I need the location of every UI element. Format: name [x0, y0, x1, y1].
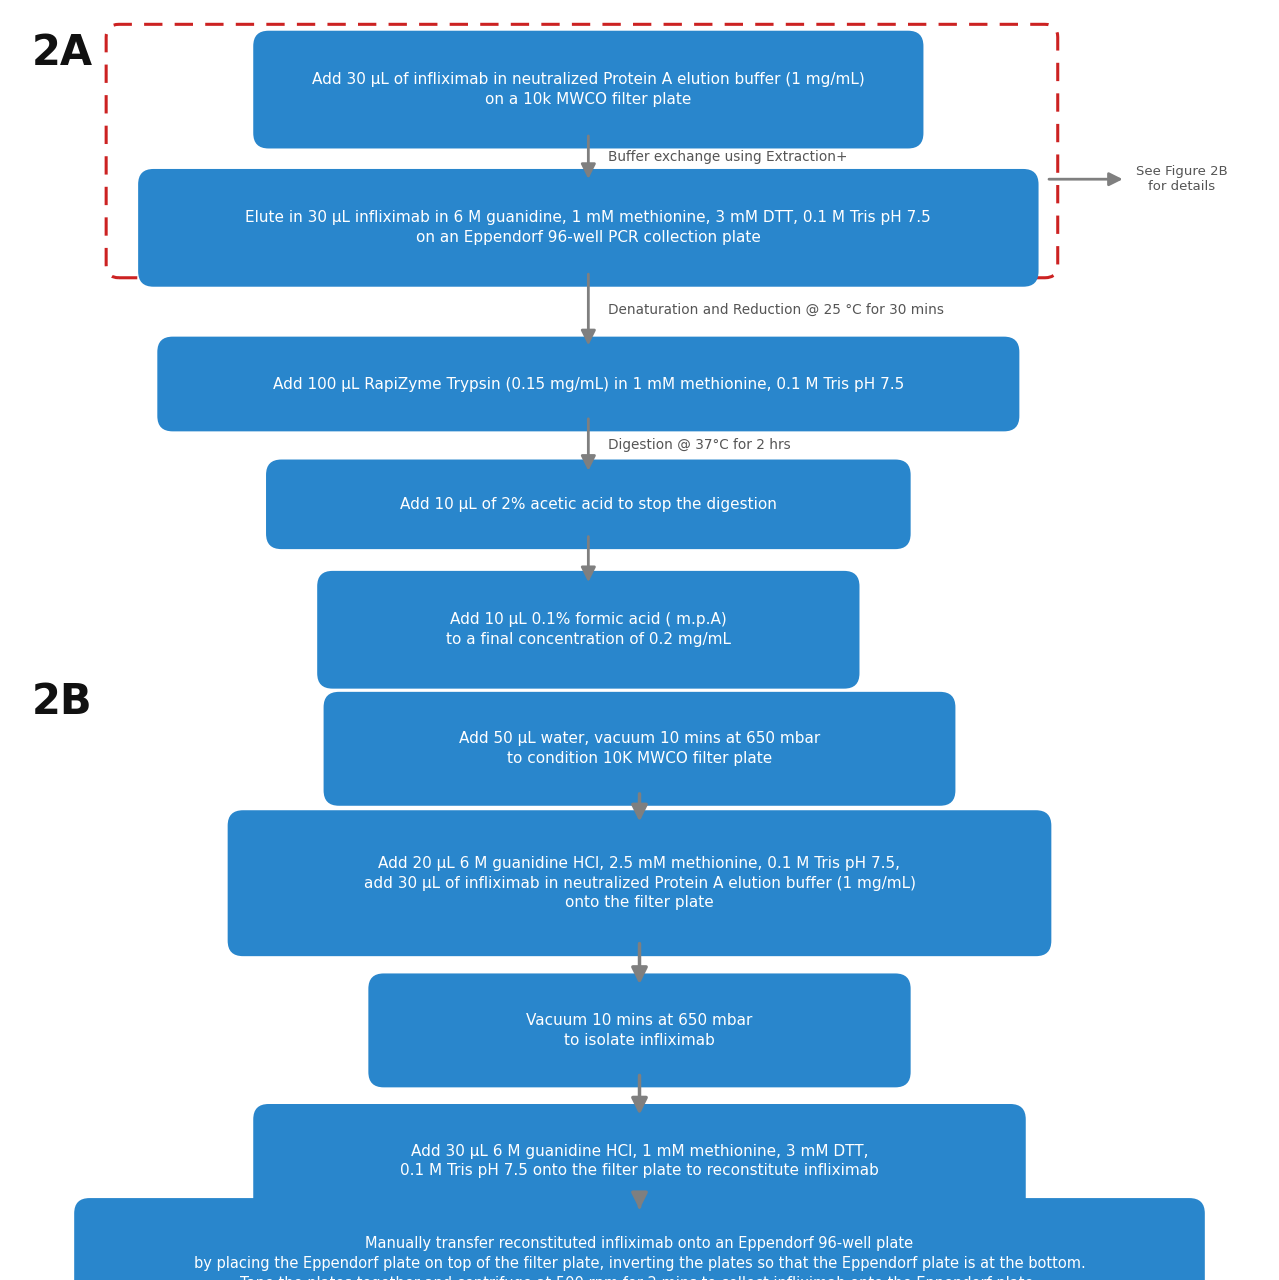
- Text: See Figure 2B
for details: See Figure 2B for details: [1136, 165, 1228, 193]
- Text: 2B: 2B: [32, 681, 92, 723]
- FancyBboxPatch shape: [74, 1198, 1205, 1280]
- Text: Denaturation and Reduction @ 25 °C for 30 mins: Denaturation and Reduction @ 25 °C for 3…: [608, 303, 944, 316]
- FancyBboxPatch shape: [368, 973, 911, 1088]
- Text: Add 30 μL of infliximab in neutralized Protein A elution buffer (1 mg/mL)
on a 1: Add 30 μL of infliximab in neutralized P…: [312, 72, 865, 108]
- Text: Add 50 μL water, vacuum 10 mins at 650 mbar
to condition 10K MWCO filter plate: Add 50 μL water, vacuum 10 mins at 650 m…: [459, 731, 820, 767]
- FancyBboxPatch shape: [253, 31, 923, 148]
- FancyBboxPatch shape: [138, 169, 1039, 287]
- FancyBboxPatch shape: [266, 460, 911, 549]
- Text: Buffer exchange using Extraction+: Buffer exchange using Extraction+: [608, 151, 847, 164]
- Text: Add 30 μL 6 M guanidine HCl, 1 mM methionine, 3 mM DTT,
0.1 M Tris pH 7.5 onto t: Add 30 μL 6 M guanidine HCl, 1 mM methio…: [400, 1143, 879, 1179]
- Text: Add 20 μL 6 M guanidine HCl, 2.5 mM methionine, 0.1 M Tris pH 7.5,
add 30 μL of : Add 20 μL 6 M guanidine HCl, 2.5 mM meth…: [363, 856, 916, 910]
- Text: Add 100 μL RapiZyme Trypsin (0.15 mg/mL) in 1 mM methionine, 0.1 M Tris pH 7.5: Add 100 μL RapiZyme Trypsin (0.15 mg/mL)…: [272, 376, 904, 392]
- FancyBboxPatch shape: [317, 571, 859, 689]
- Text: Manually transfer reconstituted infliximab onto an Eppendorf 96-well plate
by pl: Manually transfer reconstituted inflixim…: [193, 1236, 1086, 1280]
- Text: 2A: 2A: [32, 32, 93, 74]
- Text: Add 10 μL 0.1% formic acid ( m.p.A)
to a final concentration of 0.2 mg/mL: Add 10 μL 0.1% formic acid ( m.p.A) to a…: [446, 612, 730, 648]
- Text: Add 10 μL of 2% acetic acid to stop the digestion: Add 10 μL of 2% acetic acid to stop the …: [400, 497, 776, 512]
- Text: Elute in 30 μL infliximab in 6 M guanidine, 1 mM methionine, 3 mM DTT, 0.1 M Tri: Elute in 30 μL infliximab in 6 M guanidi…: [246, 210, 931, 246]
- Text: Vacuum 10 mins at 650 mbar
to isolate infliximab: Vacuum 10 mins at 650 mbar to isolate in…: [527, 1012, 752, 1048]
- Text: Digestion @ 37°C for 2 hrs: Digestion @ 37°C for 2 hrs: [608, 438, 790, 452]
- FancyBboxPatch shape: [324, 692, 955, 806]
- FancyBboxPatch shape: [253, 1103, 1026, 1219]
- FancyBboxPatch shape: [228, 810, 1051, 956]
- FancyBboxPatch shape: [157, 337, 1019, 431]
